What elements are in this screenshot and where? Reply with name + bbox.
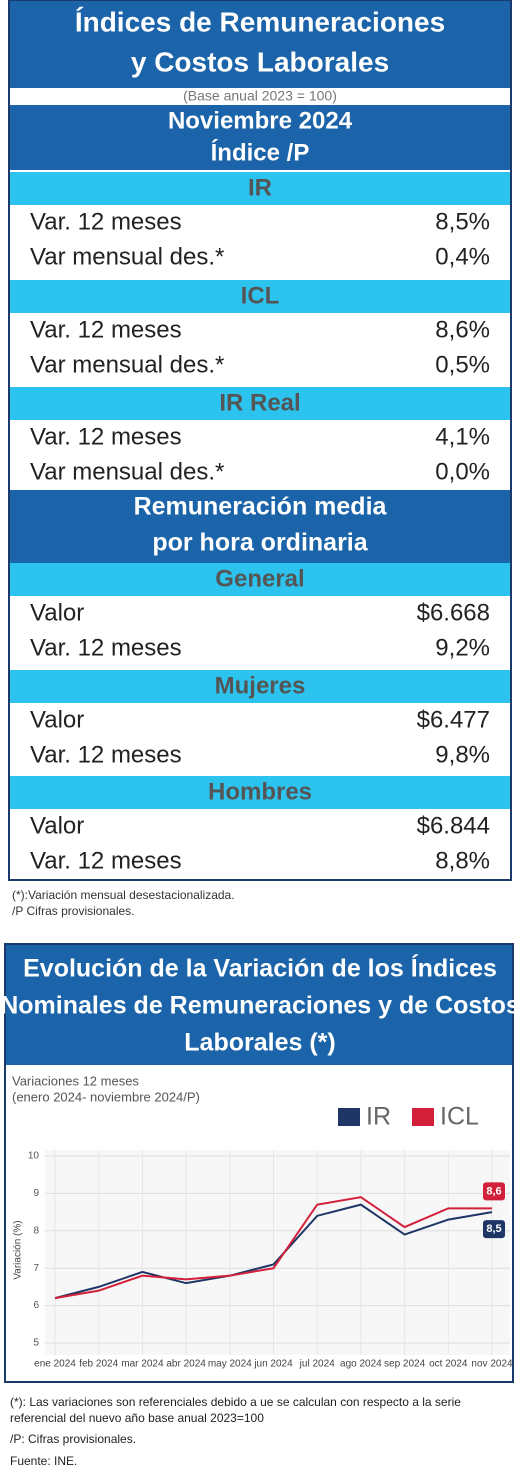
row-value: $6.668 [417, 599, 490, 626]
row-value: 9,8% [435, 741, 490, 768]
wage-band [9, 490, 511, 563]
section-title: Hombres [208, 778, 312, 805]
section-title: ICL [241, 282, 280, 309]
row-label: Valor [30, 599, 84, 626]
row-value: 8,8% [435, 847, 490, 874]
y-tick-label: 7 [33, 1263, 39, 1274]
x-tick-label: ago 2024 [340, 1359, 382, 1370]
legend-swatch [338, 1108, 360, 1126]
x-tick-label: ene 2024 [34, 1359, 76, 1370]
chart-note: (*): Las variaciones son referenciales d… [10, 1395, 461, 1409]
header-band [9, 0, 511, 88]
row-value: 9,2% [435, 634, 490, 661]
section-header [9, 387, 511, 420]
row-label: Var. 12 meses [30, 423, 182, 450]
y-axis-label: Variación (%) [13, 1220, 24, 1279]
base-note: (Base anual 2023 = 100) [183, 88, 337, 104]
chart-title: Evolución de la Variación de los Índices [23, 954, 497, 983]
section-header [9, 172, 511, 205]
plot-area [45, 1150, 510, 1355]
row-value: $6.844 [417, 812, 490, 839]
period-label: Índice /P [211, 138, 310, 166]
row-label: Var. 12 meses [30, 208, 182, 235]
x-tick-label: jun 2024 [253, 1359, 293, 1370]
wage-title: Remuneración media [134, 493, 388, 521]
section-header [9, 776, 511, 809]
row-value: 0,5% [435, 351, 490, 378]
y-tick-label: 6 [33, 1300, 39, 1311]
value-label: 8,6 [486, 1185, 501, 1197]
row-label: Var. 12 meses [30, 847, 182, 874]
table-note: /P Cifras provisionales. [12, 904, 135, 918]
row-value: 4,1% [435, 423, 490, 450]
chart-subtitle: (enero 2024- noviembre 2024/P) [12, 1089, 200, 1104]
table-title: y Costos Laborales [131, 46, 389, 77]
x-tick-label: feb 2024 [79, 1359, 118, 1370]
legend-swatch [412, 1108, 434, 1126]
wage-title: por hora ordinaria [152, 529, 368, 557]
row-value: 0,0% [435, 458, 490, 485]
period-band [9, 105, 511, 170]
value-label: 8,5 [486, 1223, 501, 1235]
table-border [8, 0, 512, 881]
chart-note: /P: Cifras provisionales. [10, 1432, 136, 1446]
x-tick-label: abr 2024 [166, 1359, 206, 1370]
chart-subtitle: Variaciones 12 meses [12, 1073, 139, 1088]
section-title: IR Real [219, 389, 300, 416]
chart-title-band [6, 945, 512, 1065]
series-line [54, 1196, 492, 1300]
section-header [9, 563, 511, 596]
section-title: General [215, 565, 304, 592]
table-note: (*):Variación mensual desestacionalizada… [12, 888, 235, 902]
y-tick-label: 8 [33, 1225, 39, 1236]
x-tick-label: jul 2024 [299, 1359, 335, 1370]
y-tick-label: 9 [33, 1188, 39, 1199]
row-value: $6.477 [417, 706, 490, 733]
legend-label: ICL [440, 1103, 479, 1131]
row-label: Var. 12 meses [30, 316, 182, 343]
chart-title: Nominales de Remuneraciones y de Costos [0, 992, 520, 1020]
row-label: Var mensual des.* [30, 458, 224, 485]
row-label: Var mensual des.* [30, 351, 224, 378]
chart-note: Fuente: INE. [10, 1454, 77, 1468]
period-label: Noviembre 2024 [168, 107, 353, 134]
row-label: Valor [30, 706, 84, 733]
series-line [54, 1203, 493, 1300]
x-tick-label: mar 2024 [121, 1359, 164, 1370]
x-tick-label: oct 2024 [429, 1359, 468, 1370]
x-tick-label: sep 2024 [384, 1359, 426, 1370]
row-label: Var mensual des.* [30, 243, 224, 270]
section-header [9, 670, 511, 703]
table-title: Índices de Remuneraciones [75, 6, 445, 37]
x-tick-label: nov 2024 [471, 1359, 513, 1370]
legend-label: IR [366, 1103, 391, 1131]
row-label: Var. 12 meses [30, 741, 182, 768]
row-value: 8,6% [435, 316, 490, 343]
y-tick-label: 5 [33, 1338, 39, 1349]
x-tick-label: may 2024 [208, 1359, 252, 1370]
row-value: 8,5% [435, 208, 490, 235]
value-label-box [483, 1220, 505, 1239]
chart-note: referencial del nuevo año base anual 202… [10, 1411, 264, 1425]
row-value: 0,4% [435, 243, 490, 270]
section-header [9, 280, 511, 313]
row-label: Valor [30, 812, 84, 839]
section-title: Mujeres [215, 672, 306, 699]
row-label: Var. 12 meses [30, 634, 182, 661]
y-tick-label: 10 [28, 1151, 40, 1162]
section-title: IR [248, 174, 272, 201]
value-label-box [483, 1182, 505, 1201]
chart-title: Laborales (*) [184, 1029, 335, 1057]
